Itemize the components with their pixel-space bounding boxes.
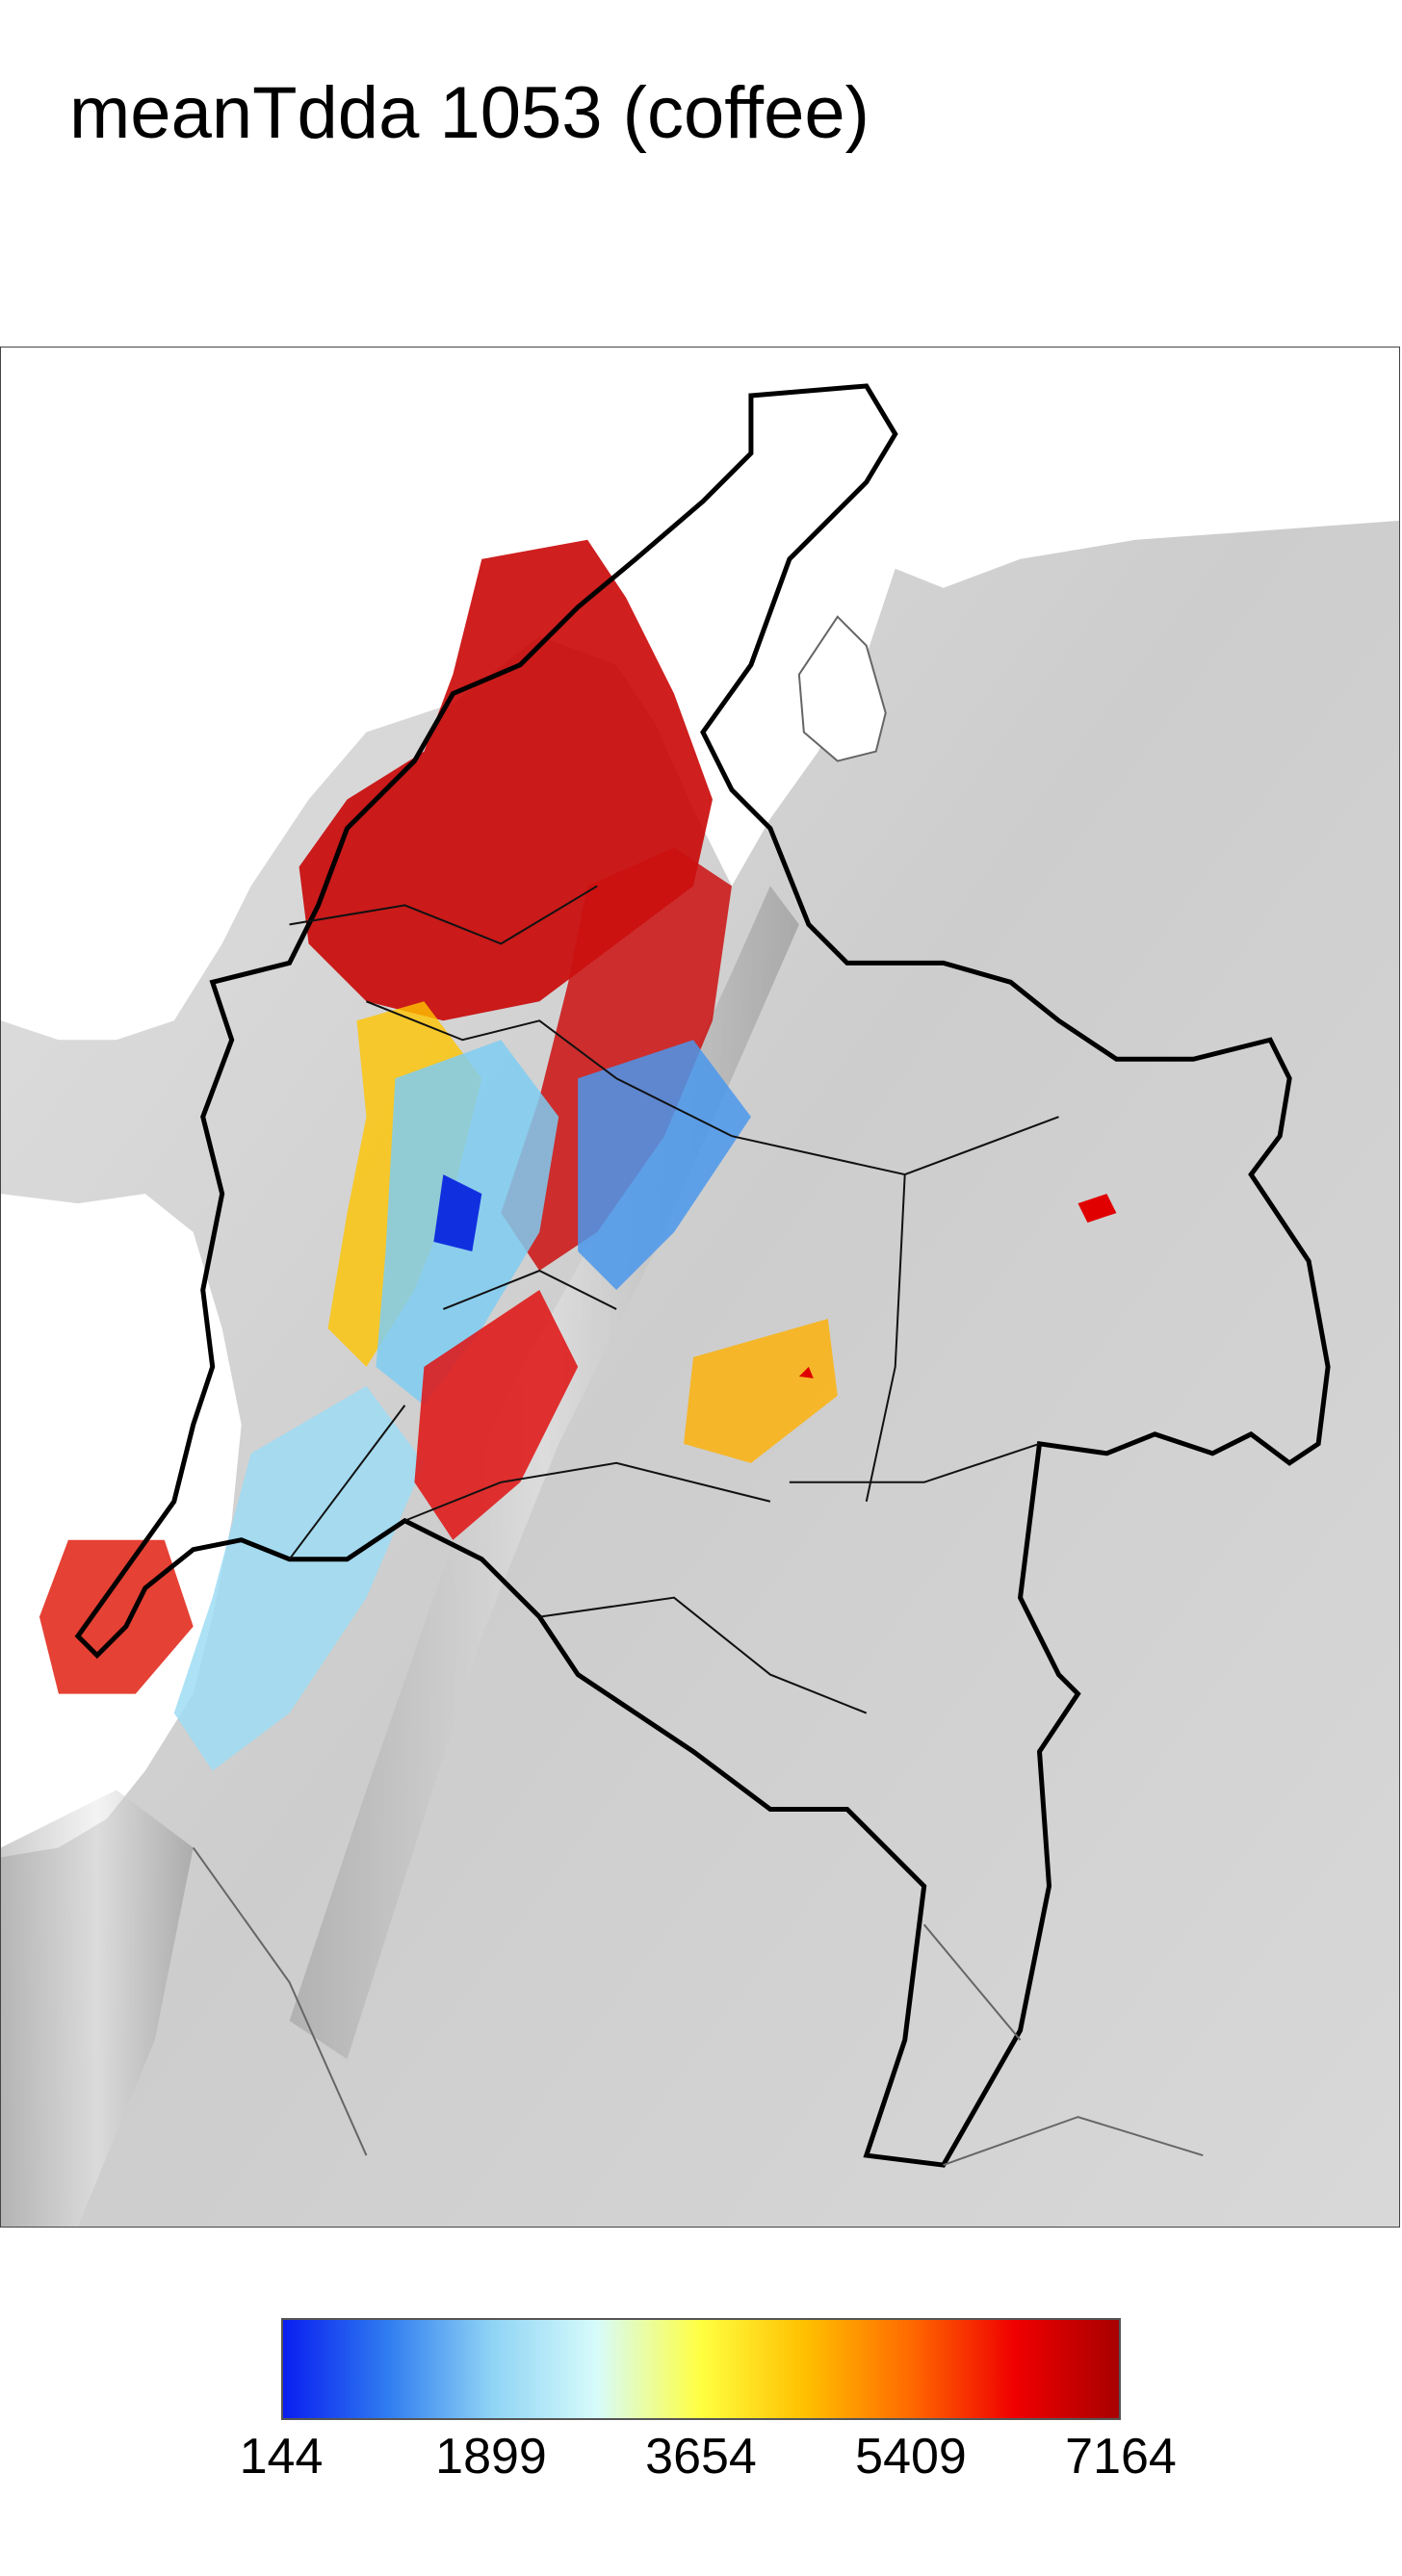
data-speck-east bbox=[1077, 1194, 1117, 1224]
color-scale-bar bbox=[281, 2318, 1121, 2420]
lake-maracaibo bbox=[797, 615, 887, 762]
data-region-south-cool bbox=[173, 1385, 425, 1771]
legend-tick-4: 5409 bbox=[855, 2429, 967, 2485]
legend-tick-3: 3654 bbox=[645, 2429, 757, 2485]
neighbor-borders bbox=[192, 1846, 1204, 2167]
legend-tick-2: 1899 bbox=[435, 2429, 547, 2485]
national-boundary bbox=[74, 383, 1331, 2168]
andes-south-relief bbox=[1, 1790, 194, 2227]
relief-map bbox=[1, 348, 1399, 2227]
data-region-cold-core bbox=[433, 1174, 482, 1252]
department-boundaries bbox=[288, 885, 1059, 1714]
map-title: meanTdda 1053 (coffee) bbox=[69, 72, 870, 154]
map-panel bbox=[0, 347, 1400, 2228]
data-region-south-hot bbox=[414, 1289, 579, 1540]
caribbean-sea bbox=[1, 348, 1399, 1041]
data-region-magdalena bbox=[501, 847, 732, 1272]
data-region-llanos-south bbox=[684, 1318, 838, 1463]
data-region-cool-east bbox=[578, 1040, 751, 1290]
legend-tick-min: 144 bbox=[239, 2429, 324, 2485]
legend-tick-max: 7164 bbox=[1065, 2429, 1177, 2485]
